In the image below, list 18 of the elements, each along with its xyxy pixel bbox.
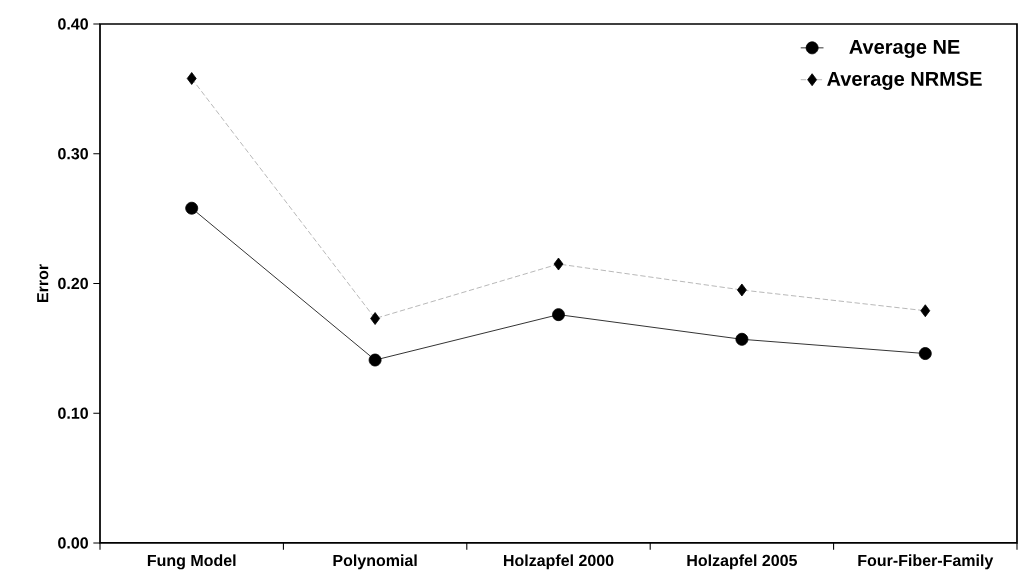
- x-tick-label: Four-Fiber-Family: [858, 554, 994, 570]
- x-tick-label: Polynomial: [333, 554, 417, 570]
- x-tick-label: Fung Model: [147, 554, 236, 570]
- legend-label: Average NE: [849, 39, 960, 58]
- y-axis-title: Error: [37, 264, 49, 302]
- y-tick-label: 0.10: [58, 407, 88, 419]
- legend-label: Average NRMSE: [827, 71, 982, 90]
- y-tick-label: 0.30: [58, 148, 88, 160]
- y-tick-label: 0.00: [58, 537, 88, 549]
- y-tick-label: 0.40: [58, 18, 88, 30]
- point: [185, 201, 199, 215]
- y-tick-label: 0.20: [58, 277, 88, 290]
- x-tick-label: Holzapfel 2005: [687, 554, 797, 570]
- point: [368, 353, 382, 367]
- x-tick-label: Holzapfel 2000: [503, 554, 614, 570]
- point: [735, 332, 749, 346]
- point: [918, 347, 932, 360]
- point: [552, 308, 565, 322]
